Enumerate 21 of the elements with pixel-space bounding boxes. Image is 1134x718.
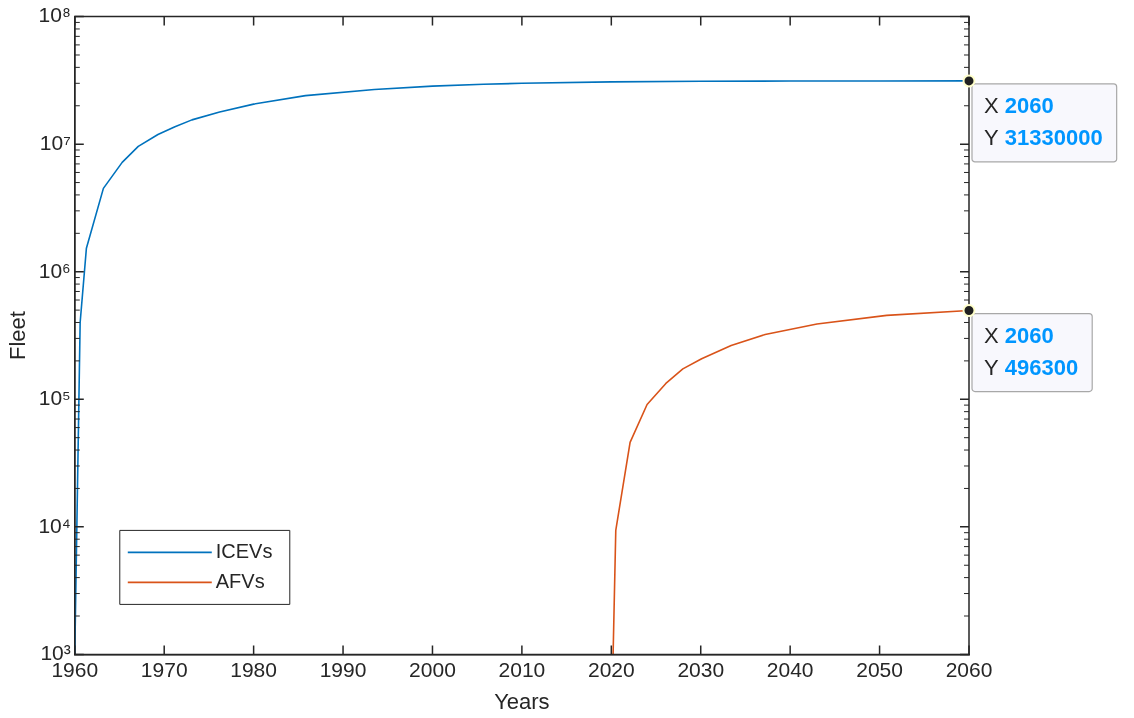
legend-label: AFVs [215, 569, 265, 592]
y-tick-label: 10⁶ [38, 258, 71, 282]
x-tick-label: 2030 [677, 657, 725, 681]
x-tick-label: 2060 [945, 657, 993, 681]
x-tick-label: 1970 [140, 657, 188, 681]
y-tick-label: 10⁸ [38, 3, 71, 27]
annotation: X 2060 Y 496300 [984, 322, 1079, 380]
x-tick-label: 2000 [409, 657, 456, 681]
x-tick-label: 1980 [230, 657, 277, 681]
x-tick-label: 1990 [319, 657, 367, 681]
y-tick-label: 10⁴ [38, 513, 71, 537]
x-axis-title: Years [494, 688, 550, 714]
x-tick-label: 2020 [587, 657, 635, 681]
x-tick-label: 2010 [498, 657, 546, 681]
y-tick-label: 10⁵ [38, 386, 71, 410]
y-axis-title: Fleet [5, 311, 31, 360]
x-tick-label: 2040 [766, 657, 814, 681]
annotation: X 2060 Y 31330000 [984, 92, 1103, 150]
y-tick-label: 10⁷ [39, 130, 71, 154]
x-tick-label: 2050 [856, 657, 903, 681]
legend-label: ICEVs [215, 539, 273, 562]
